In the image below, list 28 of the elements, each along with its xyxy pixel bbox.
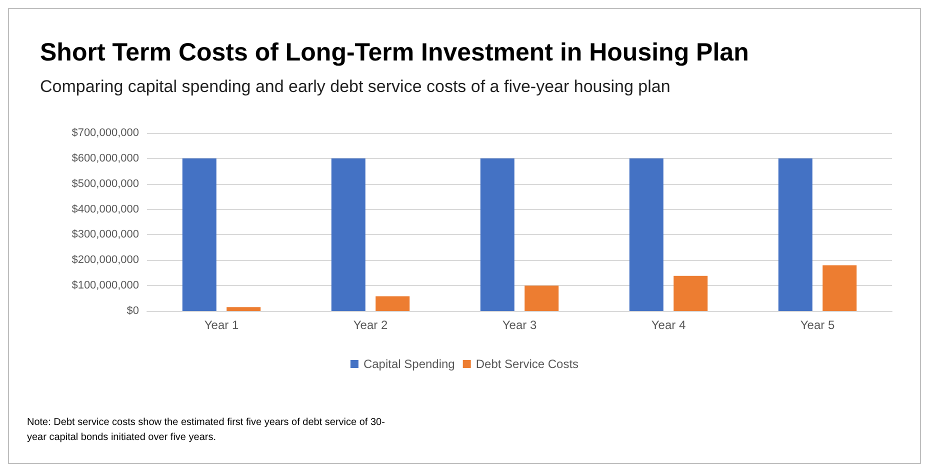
chart-subtitle: Comparing capital spending and early debt service costs of a five-year housing plan — [40, 77, 670, 96]
x-tick-label: Year 5 — [800, 318, 835, 332]
y-tick-label: $700,000,000 — [72, 127, 139, 139]
x-tick-label: Year 1 — [204, 318, 239, 332]
bar — [778, 158, 812, 311]
bar — [226, 307, 261, 311]
y-tick-label: $600,000,000 — [72, 152, 139, 164]
x-tick-label: Year 2 — [353, 318, 388, 332]
y-tick-label: $400,000,000 — [72, 203, 139, 216]
bar — [182, 158, 216, 311]
legend-label: Capital Spending — [363, 357, 455, 371]
x-tick-label: Year 3 — [502, 318, 537, 332]
y-tick-label: $200,000,000 — [72, 254, 139, 266]
y-tick-label: $300,000,000 — [72, 228, 139, 241]
bar — [376, 296, 410, 311]
y-tick-label: $500,000,000 — [72, 178, 139, 190]
text: Note: Debt service costs show the estimated first five years of debt service of 30- year capital bonds initiated over five years. — [27, 417, 385, 443]
bar — [331, 158, 366, 311]
chart-title: Short Term Costs of Long-Term Investment in Housing Plan — [40, 38, 749, 66]
bar — [674, 276, 708, 311]
y-tick-label: $100,000,000 — [72, 280, 139, 292]
bar — [480, 158, 514, 311]
x-tick-label: Year 4 — [651, 318, 686, 332]
legend-label: Debt Service Costs — [476, 357, 579, 371]
bar — [822, 265, 857, 311]
y-tick-label: $0 — [126, 305, 139, 317]
bar — [524, 286, 559, 311]
bar — [629, 158, 664, 311]
